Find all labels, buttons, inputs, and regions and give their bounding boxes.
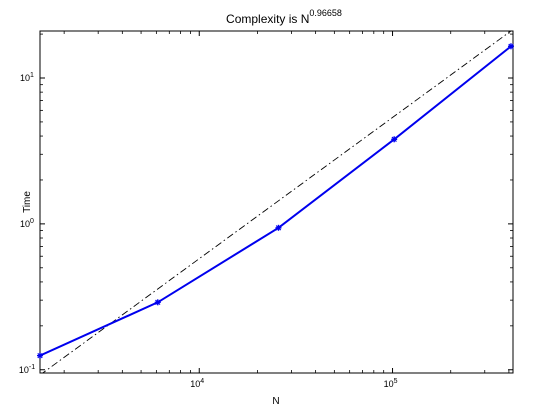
data-point-2 [275,224,282,231]
series-layer [37,43,514,359]
data-point-4 [507,43,514,50]
y-tick-label-0: 10-1 [19,364,35,375]
ticks-layer: 104 105 10-1 100 101 [19,31,513,389]
x-axis-label: N [272,396,279,407]
chart-title-main: Complexity is N [226,12,309,26]
data-point-3 [391,136,398,143]
chart-title-exponent: 0.96658 [309,8,342,18]
x-tick-label-0: 104 [190,378,204,389]
data-point-1 [154,299,161,306]
chart-title: Complexity is N0.96658 [226,8,342,26]
y-tick-label-2: 101 [20,72,34,83]
y-axis-label: Time [22,191,33,213]
data-point-0 [37,352,43,359]
fit-line-layer [41,31,512,373]
y-tick-label-1: 100 [20,218,34,229]
x-tick-label-1: 105 [384,378,398,389]
fit-line [41,31,512,373]
